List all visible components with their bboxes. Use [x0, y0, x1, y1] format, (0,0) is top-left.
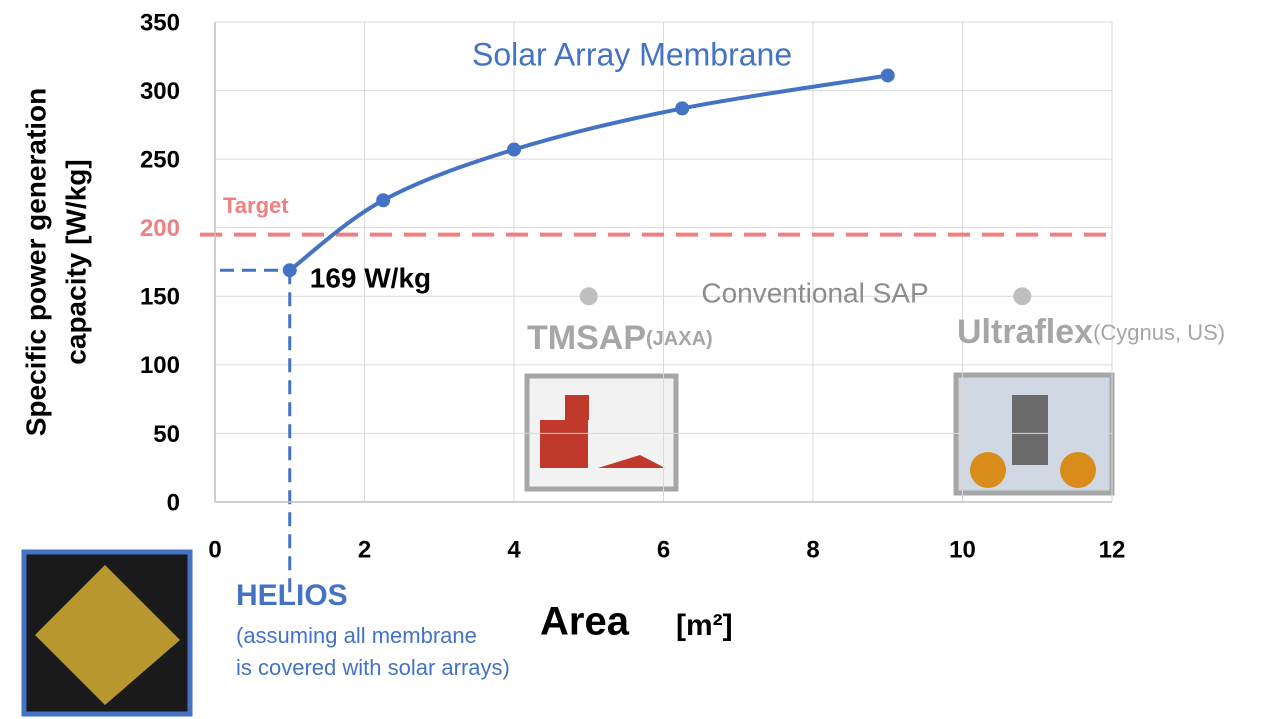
helios-note: (assuming all membrane	[236, 623, 477, 648]
data-point	[1013, 287, 1031, 305]
x-tick-label: 12	[1099, 536, 1126, 563]
helios-title: HELIOS	[236, 579, 348, 612]
data-point	[675, 101, 689, 115]
legend-label: Conventional SAP	[701, 277, 928, 308]
x-tick-label: 2	[358, 536, 371, 563]
y-tick-label: 150	[140, 284, 180, 311]
y-tick-label: 0	[167, 489, 180, 516]
y-tick-label: 50	[153, 421, 180, 448]
ultraflex-photo	[956, 375, 1112, 493]
x-axis-label: Area	[540, 600, 630, 644]
target-label: Target	[223, 193, 289, 218]
y-axis-label: capacity [W/kg]	[60, 159, 91, 364]
helios-note: is covered with solar arrays)	[236, 655, 510, 680]
x-tick-label: 10	[949, 536, 976, 563]
point-name: Ultraflex	[957, 313, 1093, 351]
point-note: (JAXA)	[646, 328, 713, 350]
legend-label: Solar Array Membrane	[472, 36, 792, 72]
point-label: Ultraflex(Cygnus, US)	[957, 313, 1225, 351]
helios-photo	[24, 552, 190, 714]
chart: 0 50 100 150 200 250 300 350 0 2 4 6 8 10 12 Specific p…	[0, 0, 1276, 719]
y-tick-label: 250	[140, 146, 180, 173]
y-axis-label: Specific power generation	[20, 88, 51, 437]
data-point	[283, 263, 297, 277]
x-axis-unit: [m²]	[676, 609, 733, 642]
data-point	[881, 68, 895, 82]
y-tick-label: 350	[140, 9, 180, 36]
data-point	[507, 143, 521, 157]
y-tick-label: 100	[140, 352, 180, 379]
y-tick-label: 200	[140, 215, 180, 242]
x-tick-label: 0	[208, 536, 221, 563]
x-tick-label: 8	[806, 536, 819, 563]
x-tick-label: 4	[507, 536, 521, 563]
tmsap-photo	[527, 376, 676, 489]
point-label: TMSAP(JAXA)	[527, 319, 713, 357]
x-tick-label: 6	[657, 536, 670, 563]
point-name: TMSAP	[527, 319, 646, 357]
y-tick-label: 300	[140, 78, 180, 105]
data-point	[376, 193, 390, 207]
series-line	[290, 75, 888, 270]
point-note: (Cygnus, US)	[1093, 320, 1225, 345]
data-point	[580, 287, 598, 305]
data-label: 169 W/kg	[310, 263, 431, 294]
